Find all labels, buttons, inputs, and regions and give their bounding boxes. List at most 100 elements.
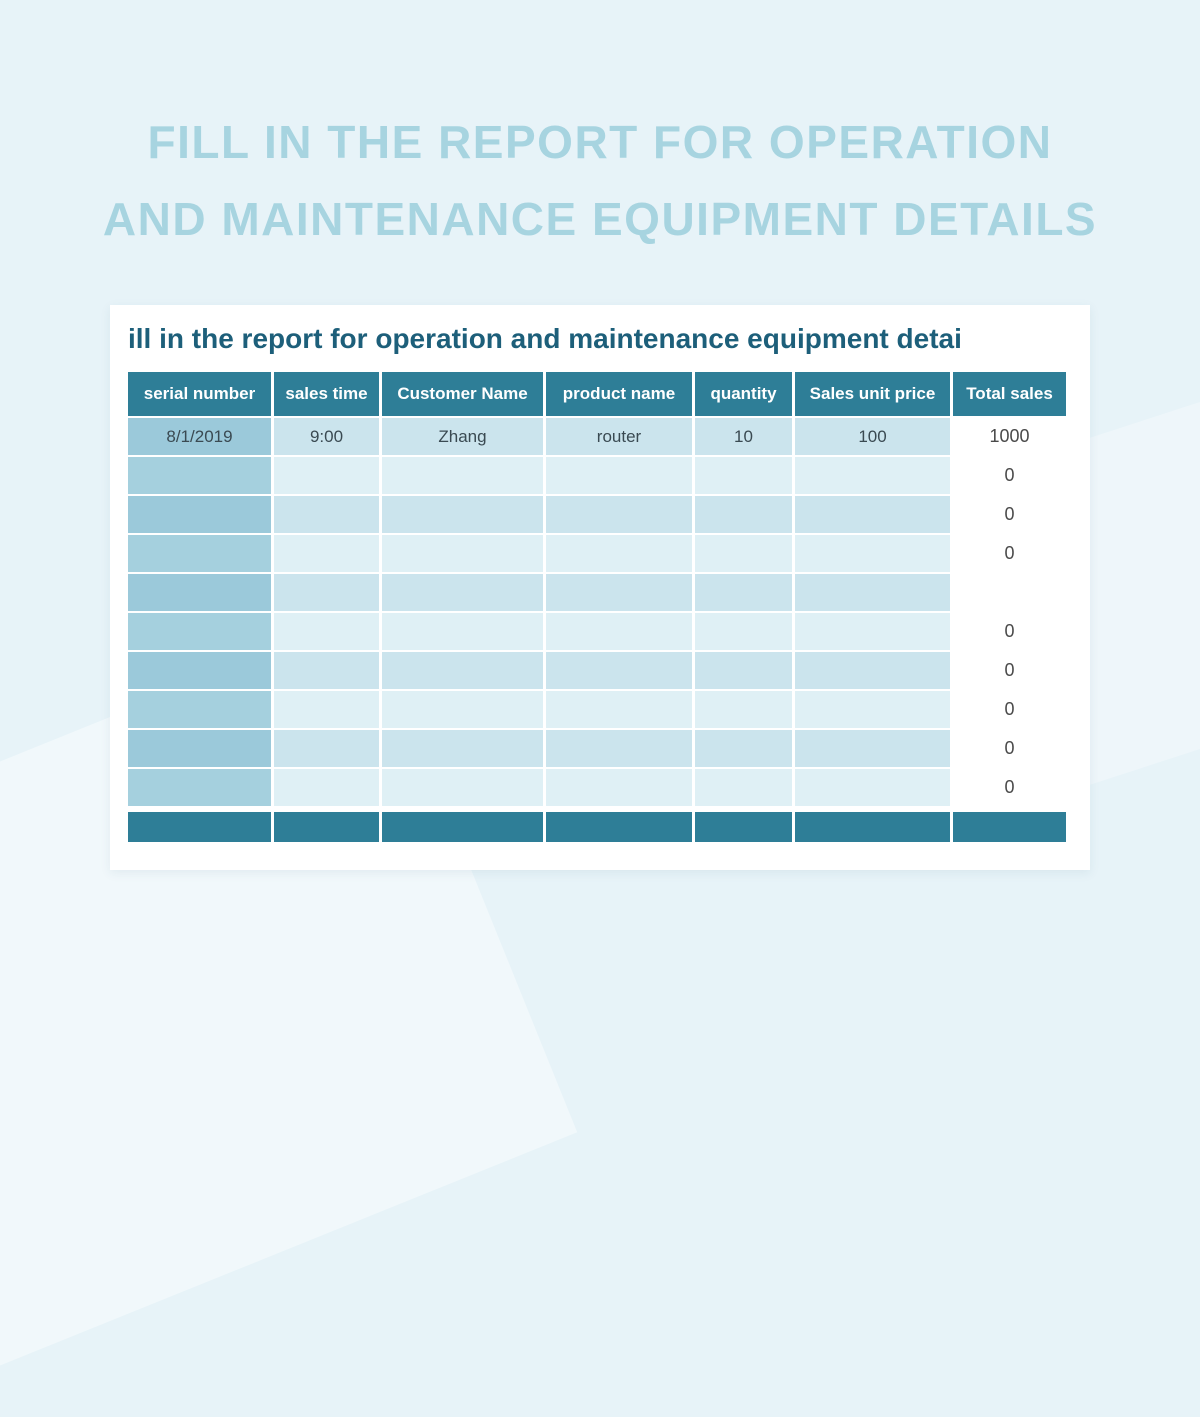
- footer-cell: [274, 812, 379, 842]
- cell-r7-c4[interactable]: [546, 652, 692, 689]
- cell-r7-c1[interactable]: [128, 652, 271, 689]
- cell-r3-c5[interactable]: [695, 496, 792, 533]
- table-row: 0: [128, 613, 1066, 650]
- footer-cell: [795, 812, 950, 842]
- cell-r10-c2[interactable]: [274, 769, 379, 806]
- cell-r4-c6[interactable]: [795, 535, 950, 572]
- cell-r3-c2[interactable]: [274, 496, 379, 533]
- cell-r3-c4[interactable]: [546, 496, 692, 533]
- header-cell-total-sales: Total sales: [953, 372, 1066, 416]
- cell-r10-c1[interactable]: [128, 769, 271, 806]
- cell-r10-c7[interactable]: 0: [953, 769, 1066, 806]
- cell-r9-c1[interactable]: [128, 730, 271, 767]
- header-cell-customer-name: Customer Name: [382, 372, 543, 416]
- footer-cell: [546, 812, 692, 842]
- cell-r2-c1[interactable]: [128, 457, 271, 494]
- cell-r1-c1[interactable]: 8/1/2019: [128, 418, 271, 455]
- table-row: 8/1/2019 9:00 Zhang router 10 100 1000: [128, 418, 1066, 455]
- cell-r5-c6[interactable]: [795, 574, 950, 611]
- cell-r4-c1[interactable]: [128, 535, 271, 572]
- cell-r4-c3[interactable]: [382, 535, 543, 572]
- header-cell-sales-time: sales time: [274, 372, 379, 416]
- cell-r6-c5[interactable]: [695, 613, 792, 650]
- cell-r3-c7[interactable]: 0: [953, 496, 1066, 533]
- cell-r8-c5[interactable]: [695, 691, 792, 728]
- cell-r3-c6[interactable]: [795, 496, 950, 533]
- sheet-table: serial number sales time Customer Name prod…: [128, 372, 1066, 842]
- cell-r8-c4[interactable]: [546, 691, 692, 728]
- page-heading-line-2: AND MAINTENANCE EQUIPMENT DETAILS: [102, 193, 1098, 245]
- table-header-row: serial number sales time Customer Name prod…: [128, 372, 1066, 416]
- cell-r9-c7[interactable]: 0: [953, 730, 1066, 767]
- cell-r6-c1[interactable]: [128, 613, 271, 650]
- cell-r5-c5[interactable]: [695, 574, 792, 611]
- cell-r9-c3[interactable]: [382, 730, 543, 767]
- cell-r8-c3[interactable]: [382, 691, 543, 728]
- footer-cell: [953, 812, 1066, 842]
- cell-r1-c4[interactable]: router: [546, 418, 692, 455]
- cell-r4-c7[interactable]: 0: [953, 535, 1066, 572]
- page: { "page": { "heading_line1": "FILL IN TH…: [0, 104, 1200, 870]
- cell-r6-c7[interactable]: 0: [953, 613, 1066, 650]
- table-row: 0: [128, 691, 1066, 728]
- cell-r8-c6[interactable]: [795, 691, 950, 728]
- table-row: 0: [128, 535, 1066, 572]
- cell-r9-c2[interactable]: [274, 730, 379, 767]
- cell-r1-c5[interactable]: 10: [695, 418, 792, 455]
- table-row: 0: [128, 652, 1066, 689]
- header-cell-serial-number: serial number: [128, 372, 271, 416]
- cell-r6-c6[interactable]: [795, 613, 950, 650]
- cell-r1-c7[interactable]: 1000: [953, 418, 1066, 455]
- cell-r2-c4[interactable]: [546, 457, 692, 494]
- page-heading: FILL IN THE REPORT FOR OPERATION AND MAI…: [0, 104, 1200, 258]
- cell-r7-c3[interactable]: [382, 652, 543, 689]
- cell-r10-c3[interactable]: [382, 769, 543, 806]
- cell-r5-c4[interactable]: [546, 574, 692, 611]
- table-row: 0: [128, 730, 1066, 767]
- cell-r4-c5[interactable]: [695, 535, 792, 572]
- footer-cell: [128, 812, 271, 842]
- cell-r2-c3[interactable]: [382, 457, 543, 494]
- cell-r6-c3[interactable]: [382, 613, 543, 650]
- cell-r1-c6[interactable]: 100: [795, 418, 950, 455]
- footer-cell: [382, 812, 543, 842]
- cell-r5-c1[interactable]: [128, 574, 271, 611]
- cell-r10-c6[interactable]: [795, 769, 950, 806]
- template-card: ill in the report for operation and main…: [110, 305, 1090, 870]
- cell-r4-c4[interactable]: [546, 535, 692, 572]
- page-heading-line-1: FILL IN THE REPORT FOR OPERATION: [147, 116, 1053, 168]
- cell-r9-c5[interactable]: [695, 730, 792, 767]
- header-cell-product-name: product name: [546, 372, 692, 416]
- table-row: 0: [128, 496, 1066, 533]
- cell-r8-c7[interactable]: 0: [953, 691, 1066, 728]
- table-body: 8/1/2019 9:00 Zhang router 10 100 1000 0 0 0 0 0 0 0 0: [128, 418, 1066, 806]
- cell-r7-c6[interactable]: [795, 652, 950, 689]
- table-row: [128, 574, 1066, 611]
- cell-r10-c4[interactable]: [546, 769, 692, 806]
- cell-r4-c2[interactable]: [274, 535, 379, 572]
- cell-r6-c2[interactable]: [274, 613, 379, 650]
- cell-r3-c1[interactable]: [128, 496, 271, 533]
- cell-r2-c7[interactable]: 0: [953, 457, 1066, 494]
- cell-r10-c5[interactable]: [695, 769, 792, 806]
- cell-r9-c6[interactable]: [795, 730, 950, 767]
- cell-r3-c3[interactable]: [382, 496, 543, 533]
- cell-r5-c2[interactable]: [274, 574, 379, 611]
- cell-r5-c3[interactable]: [382, 574, 543, 611]
- header-cell-quantity: quantity: [695, 372, 792, 416]
- cell-r8-c1[interactable]: [128, 691, 271, 728]
- cell-r2-c5[interactable]: [695, 457, 792, 494]
- cell-r8-c2[interactable]: [274, 691, 379, 728]
- cell-r9-c4[interactable]: [546, 730, 692, 767]
- cell-r1-c2[interactable]: 9:00: [274, 418, 379, 455]
- sheet-title: ill in the report for operation and main…: [128, 323, 962, 354]
- cell-r6-c4[interactable]: [546, 613, 692, 650]
- cell-r7-c7[interactable]: 0: [953, 652, 1066, 689]
- cell-r7-c5[interactable]: [695, 652, 792, 689]
- table-row: 0: [128, 769, 1066, 806]
- cell-r5-c7[interactable]: [953, 574, 1066, 611]
- cell-r7-c2[interactable]: [274, 652, 379, 689]
- cell-r1-c3[interactable]: Zhang: [382, 418, 543, 455]
- cell-r2-c2[interactable]: [274, 457, 379, 494]
- cell-r2-c6[interactable]: [795, 457, 950, 494]
